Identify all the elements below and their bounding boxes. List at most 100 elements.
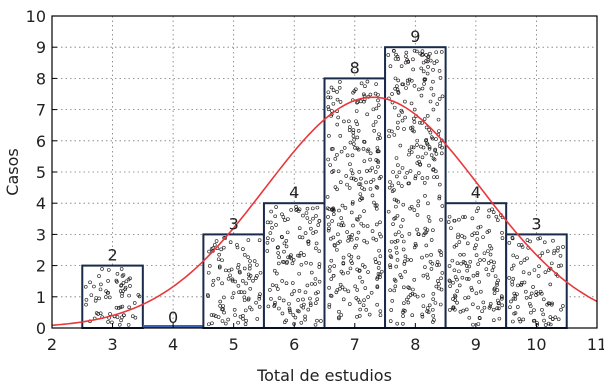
data-label-6: 4 — [289, 183, 299, 202]
bar-speckle — [406, 295, 411, 299]
bar-speckle — [420, 155, 425, 160]
bar-speckle — [243, 308, 248, 313]
bar-speckle — [428, 130, 433, 135]
bar-speckle — [440, 204, 445, 208]
bar-speckle — [327, 302, 332, 307]
y-tick-label-1: 1 — [36, 288, 46, 307]
bar-speckle — [329, 258, 334, 263]
bar-speckle — [353, 284, 358, 289]
bar-speckle — [326, 105, 331, 109]
bar-speckle — [458, 252, 462, 257]
bar-speckle — [374, 206, 379, 211]
bar-speckle — [364, 308, 369, 312]
bar-speckle — [349, 168, 354, 172]
bar-speckle — [536, 274, 541, 278]
bar-speckle — [349, 210, 354, 215]
bar-speckle — [401, 308, 406, 313]
bar-3 — [81, 264, 144, 330]
bar-speckle — [491, 307, 496, 312]
bar-speckle — [309, 226, 313, 231]
bar-speckle — [431, 228, 435, 232]
bar-speckle — [426, 215, 431, 219]
bar-speckle — [500, 236, 505, 240]
bar-speckle — [268, 220, 273, 225]
bar-speckle — [433, 301, 438, 305]
bar-speckle — [452, 268, 457, 273]
bar-speckle — [370, 229, 375, 233]
bar-speckle — [258, 270, 263, 275]
bar-speckle — [283, 218, 287, 223]
bar-speckle — [120, 304, 125, 309]
bar-speckle — [341, 261, 346, 265]
bar-speckle — [440, 94, 445, 99]
bar-speckle — [535, 321, 539, 325]
bar-speckle — [357, 214, 362, 219]
bar-speckle — [265, 249, 270, 253]
bar-speckle — [543, 270, 548, 275]
bar-speckle — [407, 152, 411, 157]
bar-speckle — [297, 235, 302, 239]
bar-speckle — [388, 180, 392, 184]
bar-speckle — [395, 126, 400, 130]
bar-speckle — [227, 268, 231, 273]
bar-speckle — [422, 117, 427, 121]
bar-speckle — [370, 193, 375, 198]
bar-speckle — [482, 251, 487, 256]
bar-speckle — [390, 189, 395, 193]
bar-speckle — [356, 128, 361, 133]
bar-speckle — [497, 301, 501, 305]
bar-speckle — [335, 90, 339, 94]
bar-speckle — [276, 245, 280, 249]
bar-speckle — [346, 270, 350, 275]
bar-speckle — [427, 219, 432, 223]
bar-speckle — [376, 160, 381, 165]
bar-speckle — [375, 302, 379, 307]
bar-speckle — [287, 308, 292, 313]
bar-speckle — [280, 279, 284, 283]
bar-speckle — [230, 277, 235, 282]
bar-speckle — [548, 315, 553, 319]
bar-speckle — [510, 236, 515, 241]
bar-speckle — [388, 288, 392, 292]
data-label-4: 0 — [168, 308, 178, 327]
bar-speckle — [453, 294, 458, 299]
bar-speckle — [527, 301, 532, 306]
bar-speckle — [543, 323, 548, 327]
bar-speckle — [411, 57, 415, 62]
bar-speckle — [293, 315, 298, 320]
bar-speckle — [374, 82, 378, 86]
bar-speckle — [469, 286, 474, 290]
bar-speckle — [421, 233, 426, 237]
bar-speckle — [228, 240, 233, 244]
bar-speckle — [220, 281, 224, 286]
bar-speckle — [390, 183, 395, 188]
bar-speckle — [476, 305, 480, 310]
bar-10 — [505, 233, 568, 329]
bar-speckle — [519, 283, 523, 287]
bar-speckle — [423, 194, 427, 198]
bar-speckle — [476, 262, 480, 266]
bar-speckle — [424, 151, 428, 156]
bar-speckle — [377, 115, 381, 119]
bar-speckle — [218, 299, 223, 304]
bar-speckle — [475, 273, 480, 277]
bar-speckle — [436, 279, 440, 283]
bar-speckle — [545, 249, 550, 254]
bar-speckle — [359, 81, 364, 86]
bar-speckle — [481, 300, 486, 305]
bar-speckle — [492, 291, 497, 296]
bar-speckle — [523, 289, 528, 294]
bar-speckle — [393, 279, 398, 283]
bar-speckle — [360, 186, 364, 190]
bar-speckle — [338, 282, 343, 287]
bar-speckle — [276, 261, 281, 266]
bar-speckle — [346, 289, 351, 294]
bar-speckle — [431, 168, 435, 172]
bar-speckle — [394, 204, 398, 209]
bar-speckle — [297, 289, 302, 293]
bar-speckle — [375, 275, 380, 280]
bar-speckle — [453, 298, 457, 302]
bar-speckle — [415, 227, 419, 232]
bar-speckle — [437, 282, 441, 286]
bar-speckle — [336, 169, 341, 174]
